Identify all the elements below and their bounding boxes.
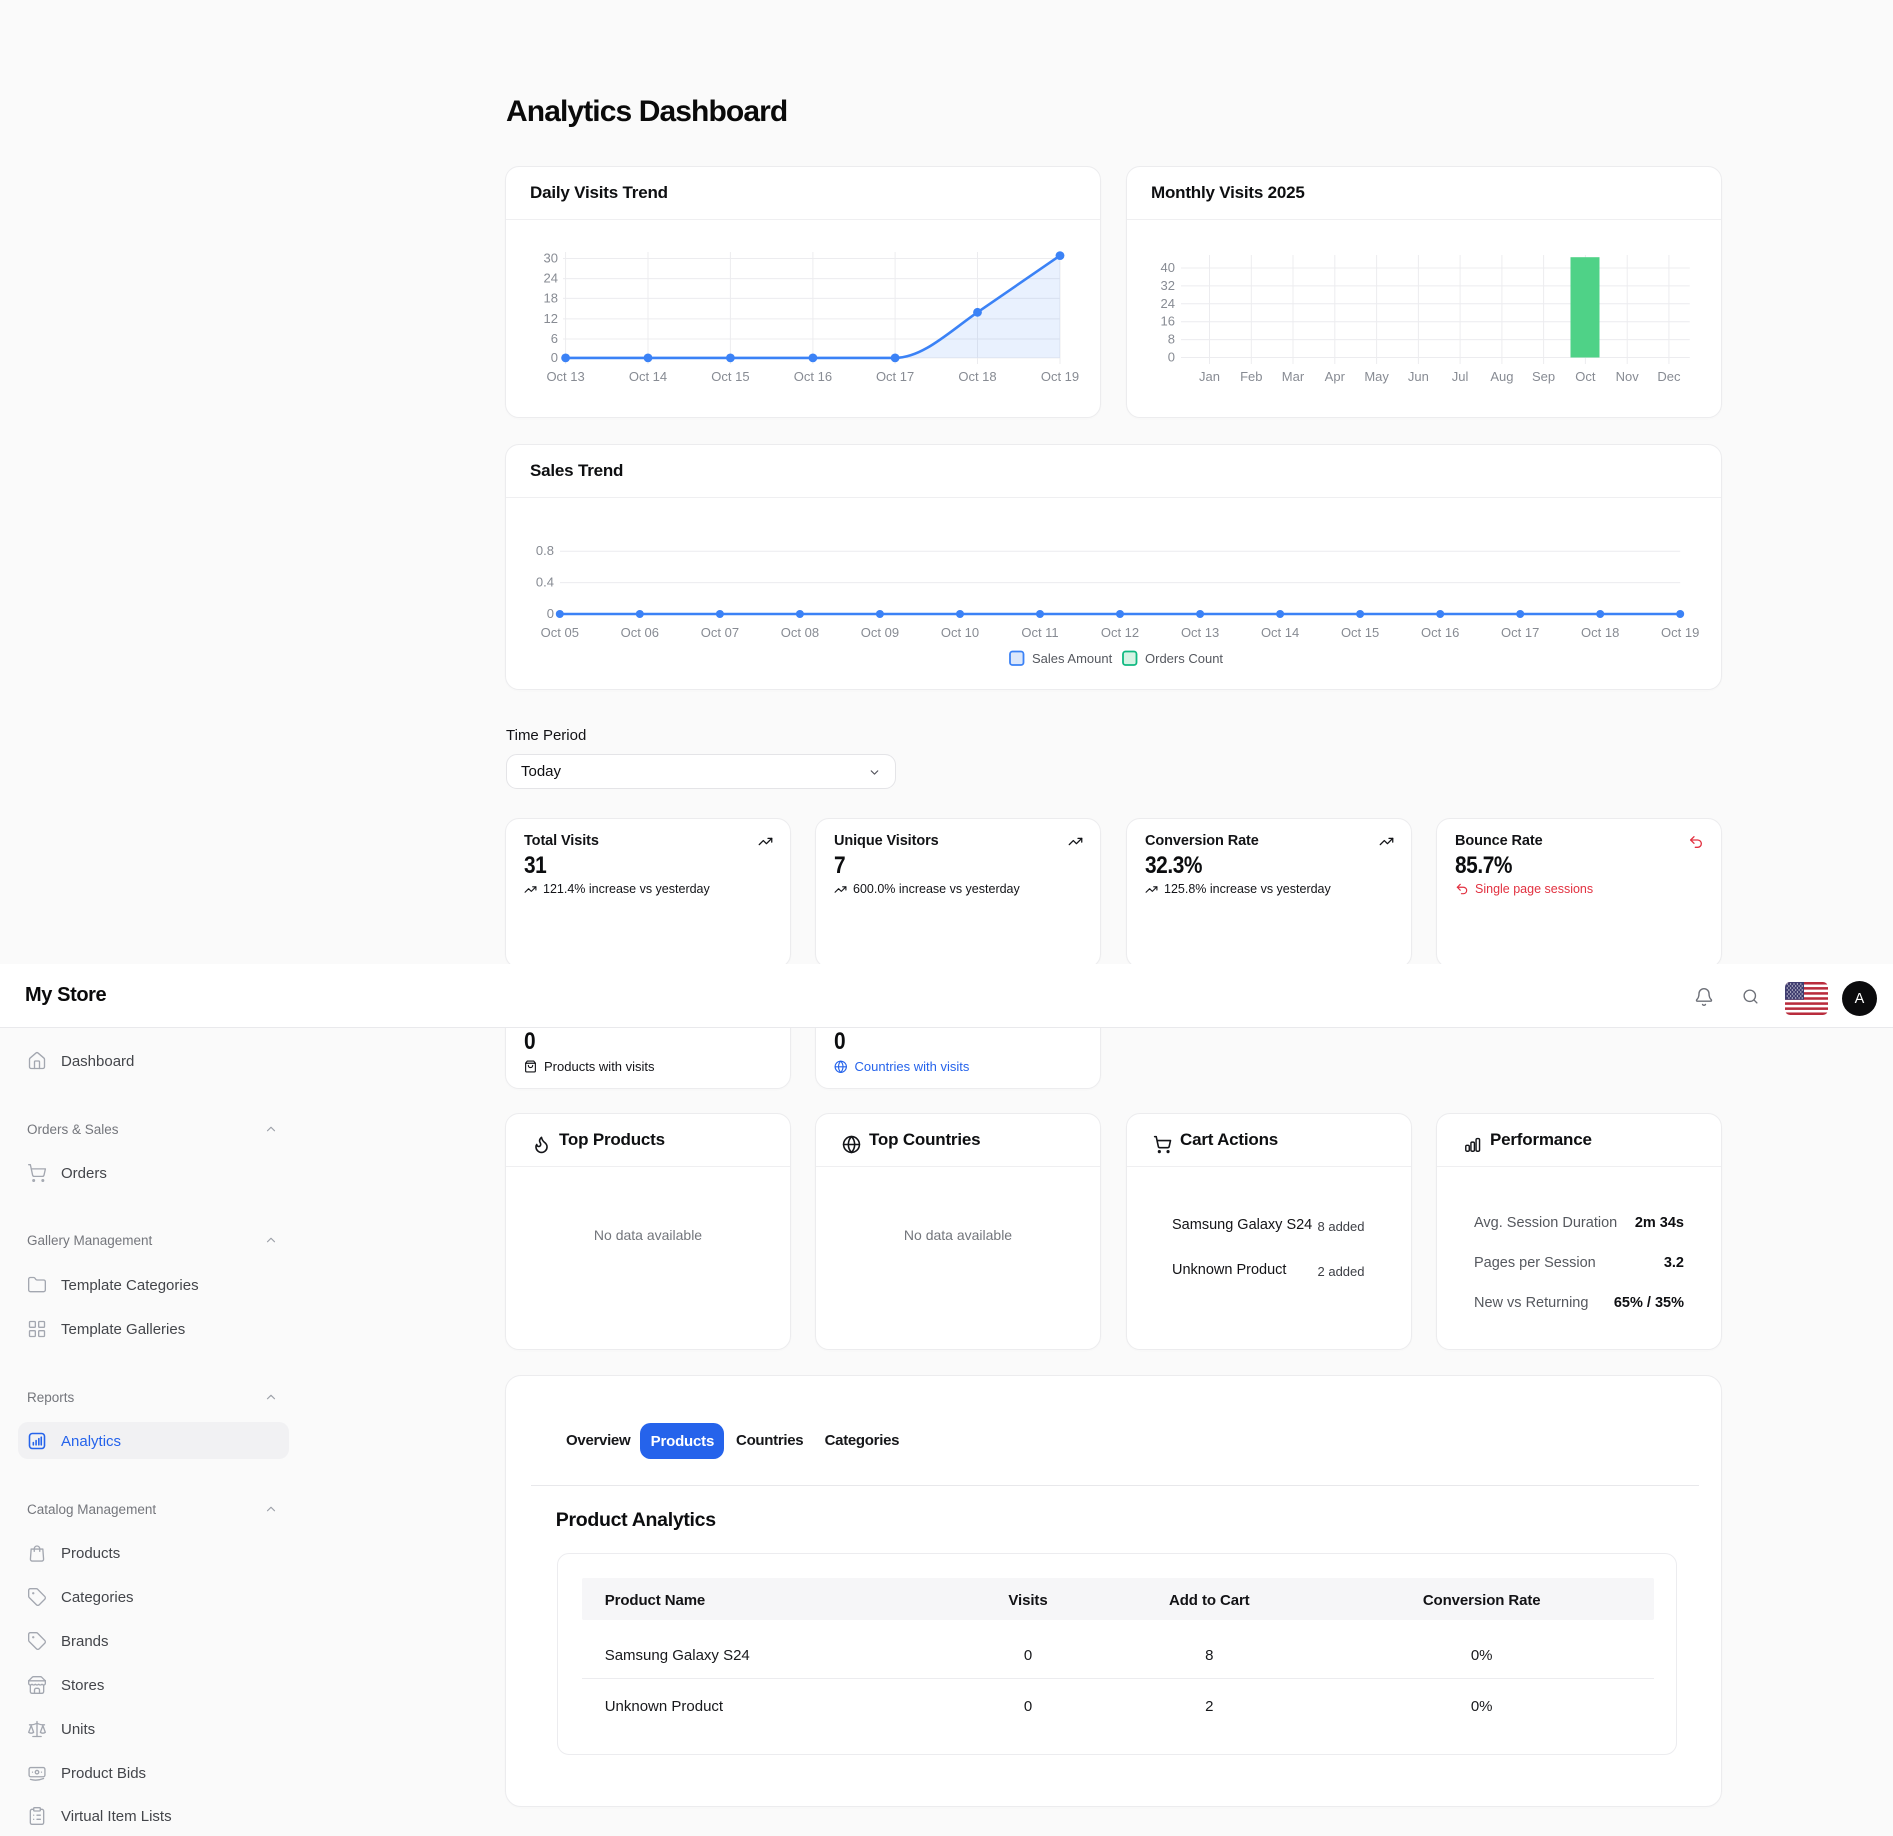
svg-text:Apr: Apr <box>1325 369 1346 384</box>
svg-text:Aug: Aug <box>1490 369 1513 384</box>
svg-text:0.8: 0.8 <box>536 543 554 558</box>
svg-text:Oct: Oct <box>1575 369 1596 384</box>
svg-text:Oct 06: Oct 06 <box>621 625 659 640</box>
svg-text:24: 24 <box>544 271 558 286</box>
svg-text:Oct 19: Oct 19 <box>1661 625 1699 640</box>
svg-text:6: 6 <box>551 331 558 346</box>
svg-text:Sales Amount: Sales Amount <box>1032 651 1113 666</box>
svg-text:Oct 14: Oct 14 <box>1261 625 1299 640</box>
svg-text:12: 12 <box>544 311 558 326</box>
svg-text:Orders Count: Orders Count <box>1145 651 1223 666</box>
svg-text:0: 0 <box>547 606 554 621</box>
svg-text:0: 0 <box>1168 350 1175 365</box>
svg-text:0: 0 <box>551 350 558 365</box>
svg-text:Oct 16: Oct 16 <box>1421 625 1459 640</box>
svg-text:Jan: Jan <box>1199 369 1220 384</box>
svg-text:Oct 17: Oct 17 <box>1501 625 1539 640</box>
svg-text:16: 16 <box>1161 314 1175 329</box>
svg-text:40: 40 <box>1161 260 1175 275</box>
svg-text:Oct 09: Oct 09 <box>861 625 899 640</box>
svg-text:24: 24 <box>1161 296 1175 311</box>
svg-text:32: 32 <box>1161 278 1175 293</box>
svg-text:Oct 13: Oct 13 <box>1181 625 1219 640</box>
svg-text:May: May <box>1364 369 1389 384</box>
svg-text:Oct 18: Oct 18 <box>1581 625 1619 640</box>
svg-text:Oct 10: Oct 10 <box>941 625 979 640</box>
svg-text:Oct 12: Oct 12 <box>1101 625 1139 640</box>
svg-text:18: 18 <box>544 290 558 305</box>
svg-text:Jul: Jul <box>1452 369 1469 384</box>
svg-text:Oct 18: Oct 18 <box>958 369 996 384</box>
svg-text:Oct 14: Oct 14 <box>629 369 667 384</box>
svg-text:Oct 07: Oct 07 <box>701 625 739 640</box>
svg-text:Oct 15: Oct 15 <box>711 369 749 384</box>
svg-text:Oct 19: Oct 19 <box>1041 369 1079 384</box>
svg-text:Sep: Sep <box>1532 369 1555 384</box>
svg-text:Oct 08: Oct 08 <box>781 625 819 640</box>
svg-text:30: 30 <box>544 251 558 266</box>
svg-text:Oct 17: Oct 17 <box>876 369 914 384</box>
svg-text:Feb: Feb <box>1240 369 1262 384</box>
svg-text:Mar: Mar <box>1282 369 1305 384</box>
svg-text:Oct 11: Oct 11 <box>1021 625 1058 640</box>
svg-text:Oct 13: Oct 13 <box>546 369 584 384</box>
svg-text:Oct 15: Oct 15 <box>1341 625 1379 640</box>
svg-text:0.4: 0.4 <box>536 575 554 590</box>
svg-text:Jun: Jun <box>1408 369 1429 384</box>
svg-text:Dec: Dec <box>1657 369 1681 384</box>
svg-text:Oct 05: Oct 05 <box>541 625 579 640</box>
svg-text:Oct 16: Oct 16 <box>794 369 832 384</box>
svg-text:Nov: Nov <box>1616 369 1640 384</box>
svg-text:8: 8 <box>1168 332 1175 347</box>
